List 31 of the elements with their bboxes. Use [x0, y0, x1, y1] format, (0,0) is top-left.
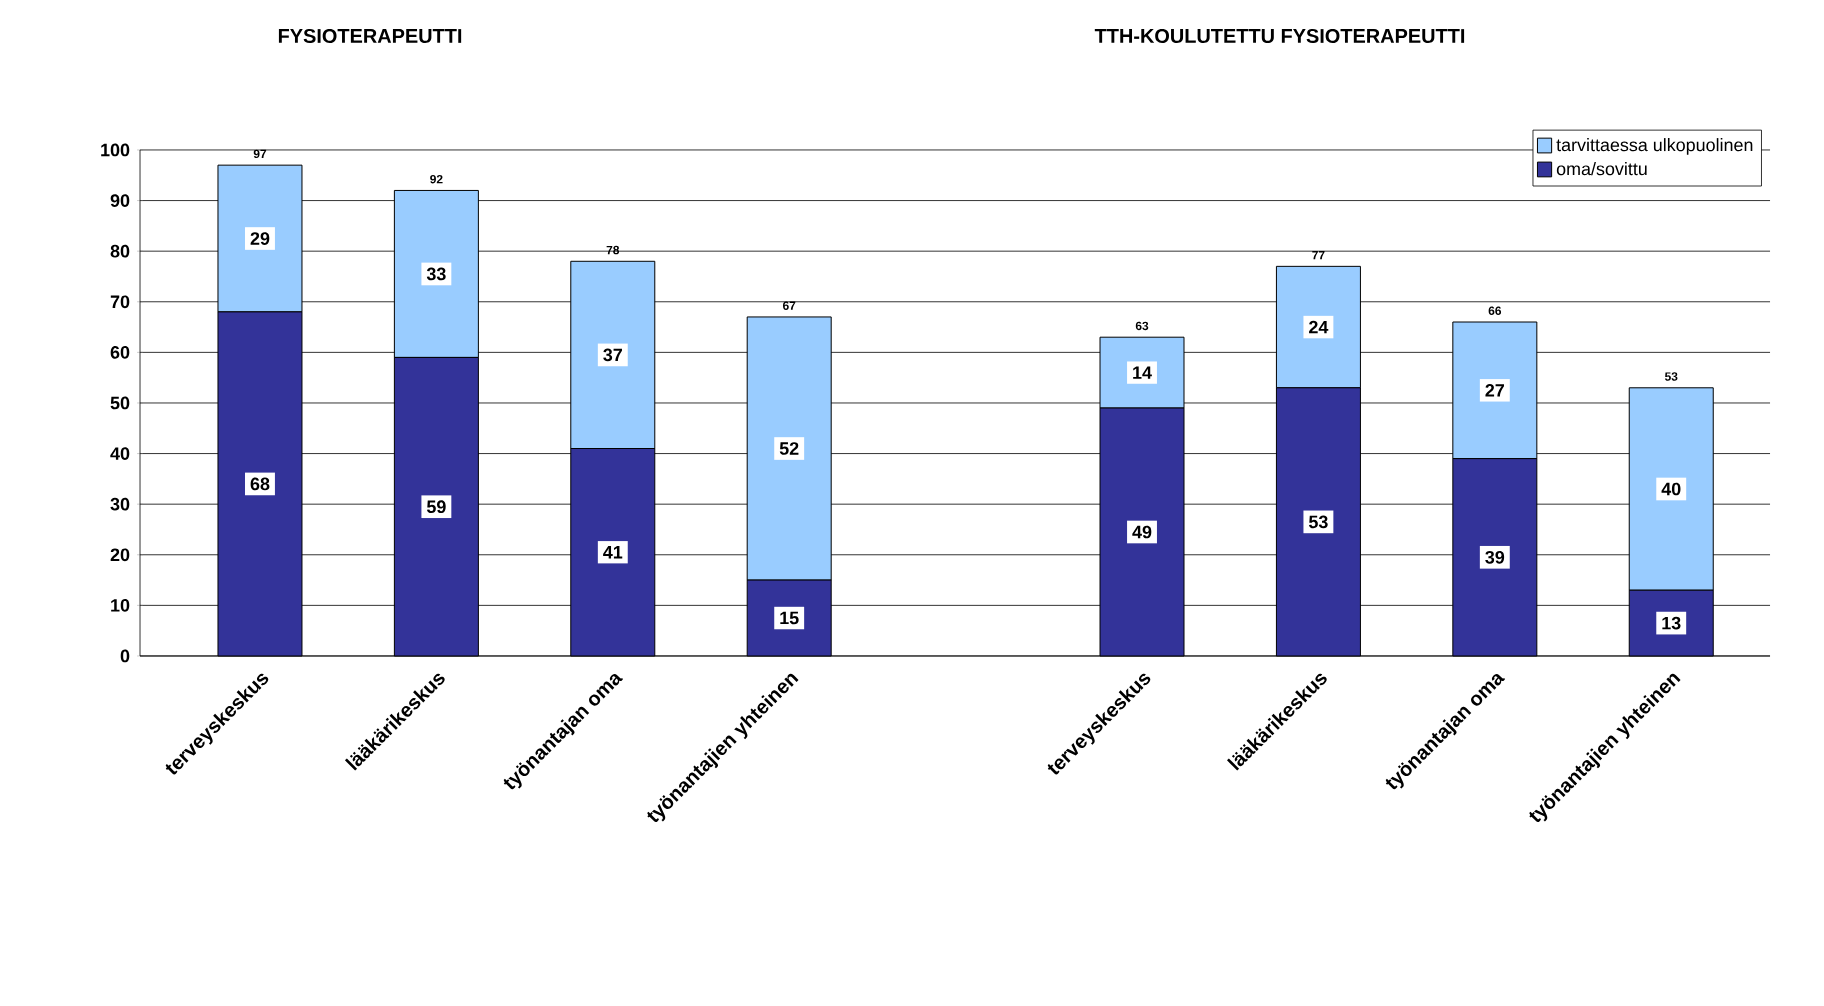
data-label: 52 — [779, 442, 799, 455]
data-label: 59 — [426, 500, 446, 514]
y-tick-label: 20 — [110, 548, 130, 562]
legend-label: oma/sovittu — [1556, 162, 1647, 176]
data-label: 49 — [1132, 525, 1152, 539]
data-label: 53 — [1309, 515, 1328, 529]
legend-label: tarvittaessa ulkopuolinen — [1556, 138, 1753, 155]
data-label: 39 — [1485, 550, 1505, 564]
y-tick-label: 10 — [111, 599, 130, 612]
data-label: 27 — [1485, 384, 1504, 397]
data-label: 41 — [603, 546, 623, 559]
y-tick-label: 80 — [110, 244, 130, 258]
y-tick-label: 40 — [110, 447, 130, 460]
text: FYSIOTERAPEUTTI — [278, 28, 462, 44]
y-tick-label: 30 — [110, 497, 130, 511]
y-tick-label: 0 — [120, 649, 130, 663]
data-label: 37 — [603, 348, 622, 362]
y-tick-label: 70 — [110, 295, 130, 309]
data-label: 40 — [1661, 482, 1681, 496]
data-label: 14 — [1133, 366, 1152, 379]
text: TTH-KOULUTETTU FYSIOTERAPEUTTI — [1094, 28, 1465, 44]
data-label: 15 — [780, 611, 799, 625]
data-label: 24 — [1309, 320, 1329, 334]
data-label: 29 — [250, 232, 270, 245]
data-label: 68 — [250, 477, 270, 491]
y-tick-label: 90 — [110, 194, 130, 207]
data-label: 13 — [1662, 616, 1681, 630]
y-tick-label: 50 — [110, 396, 130, 410]
y-tick-label: 60 — [110, 346, 130, 359]
data-label: 33 — [426, 267, 446, 281]
y-tick-label: 100 — [101, 143, 130, 157]
